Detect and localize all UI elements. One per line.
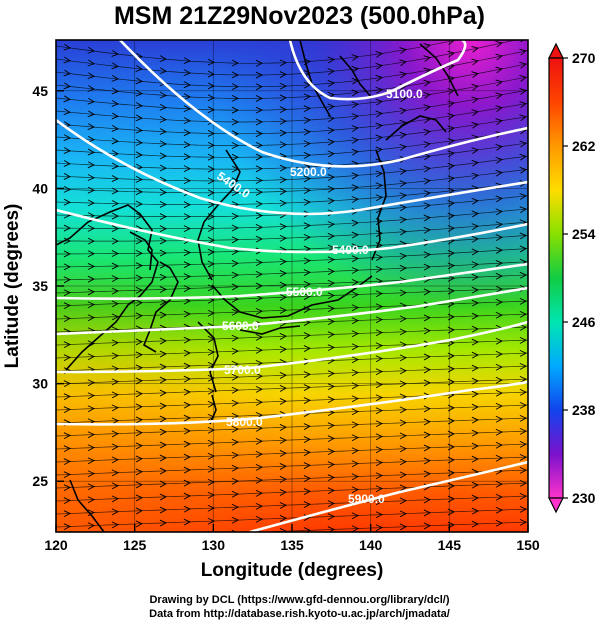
contour-5800: [56, 380, 528, 426]
contour-5100: [288, 40, 467, 101]
x-tick-label: 140: [359, 537, 383, 553]
contour-label-5800: 5800.0: [226, 415, 263, 429]
y-axis-label: Latitude (degrees): [2, 204, 23, 369]
credit-drawing: Drawing by DCL (https://www.gfd-dennou.o…: [149, 594, 450, 606]
contour-label-5900: 5900.0: [348, 492, 385, 506]
contour-5700: [56, 320, 528, 374]
colorbar: 270 262 254 246 238 230: [548, 42, 596, 514]
x-tick-label: 150: [516, 537, 540, 553]
y-axis-ticks: 25 30 35 40 45: [32, 83, 64, 489]
colorbar-scale: [548, 57, 564, 499]
x-tick-label: 130: [202, 537, 226, 553]
colorbar-top-arrow: [548, 42, 564, 59]
colorbar-tick-label: 230: [572, 490, 596, 506]
contour-5400: [56, 208, 528, 254]
colorbar-tick-label: 238: [572, 402, 596, 418]
contour-5200: [119, 40, 528, 168]
x-tick-label: 135: [280, 537, 304, 553]
contour-label-5700: 5700.0: [224, 363, 261, 377]
y-tick-label: 30: [32, 376, 48, 392]
contour-5500: [56, 262, 528, 300]
x-tick-label: 125: [123, 537, 147, 553]
contour-5900: [249, 460, 528, 532]
colorbar-tick-label: 262: [572, 138, 596, 154]
x-axis-label: Longitude (degrees): [201, 560, 384, 581]
colorbar-bottom-arrow: [548, 497, 564, 514]
height-contours: [56, 40, 528, 532]
colorbar-tick-label: 270: [572, 50, 596, 66]
y-tick-label: 25: [32, 473, 48, 489]
contour-5300: [56, 118, 528, 216]
x-tick-label: 145: [438, 537, 462, 553]
contour-5600: [56, 286, 528, 336]
colorbar-tick-label: 254: [572, 226, 596, 242]
y-tick-label: 40: [32, 180, 48, 196]
contour-label-5100: 5100.0: [386, 87, 423, 101]
colorbar-tick-label: 246: [572, 314, 596, 330]
contour-label-5400-south: 5400.0: [332, 243, 369, 257]
y-tick-label: 45: [32, 83, 48, 99]
x-axis-ticks: 120 125 130 135 140 145 150: [44, 524, 540, 553]
contour-label-5500: 5500.0: [286, 285, 323, 299]
x-tick-label: 120: [44, 537, 68, 553]
temperature-field: [56, 40, 528, 532]
y-tick-label: 35: [32, 278, 48, 294]
credit-data: Data from http://database.rish.kyoto-u.a…: [149, 608, 450, 620]
map-title: MSM 21Z29Nov2023 (500.0hPa): [113, 2, 485, 30]
contour-label-5200: 5200.0: [290, 165, 327, 179]
contour-label-5600: 5600.0: [222, 319, 259, 333]
